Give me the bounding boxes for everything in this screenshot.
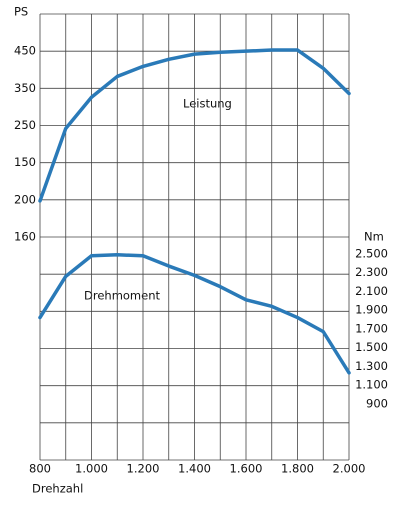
y2-tick-label: 1.100 <box>355 378 388 392</box>
y2-axis-label: Nm <box>364 230 384 244</box>
y2-tick-label: 1.900 <box>355 303 388 317</box>
y2-tick-label: 900 <box>366 396 388 410</box>
y2-tick-label: 2.300 <box>355 265 388 279</box>
y-tick-label: 250 <box>14 118 36 132</box>
y-tick-label: 200 <box>14 192 36 206</box>
y-tick-label: 150 <box>14 155 36 169</box>
x-tick-label: 800 <box>29 462 51 476</box>
y-tick-label: 350 <box>14 81 36 95</box>
y2-tick-label: 1.700 <box>355 321 388 335</box>
x-tick-label: 1.800 <box>281 462 314 476</box>
y2-tick-label: 1.500 <box>355 340 388 354</box>
series-line <box>38 253 351 375</box>
x-tick-label: 1.400 <box>178 462 211 476</box>
series-label: Leistung <box>183 97 232 111</box>
y-tick-label: 160 <box>14 230 36 244</box>
y-axis-label: PS <box>14 5 28 19</box>
x-axis-label: Drehzahl <box>32 482 83 496</box>
y2-tick-label: 2.500 <box>355 246 388 260</box>
series-label: Drehmoment <box>84 289 160 303</box>
x-tick-label: 1.600 <box>230 462 263 476</box>
y-tick-label: 450 <box>14 44 36 58</box>
series-line <box>38 48 351 203</box>
y2-tick-label: 1.300 <box>355 359 388 373</box>
x-tick-label: 1.200 <box>127 462 160 476</box>
x-tick-label: 2.000 <box>333 462 366 476</box>
y2-tick-label: 2.100 <box>355 284 388 298</box>
x-tick-label: 1.000 <box>75 462 108 476</box>
